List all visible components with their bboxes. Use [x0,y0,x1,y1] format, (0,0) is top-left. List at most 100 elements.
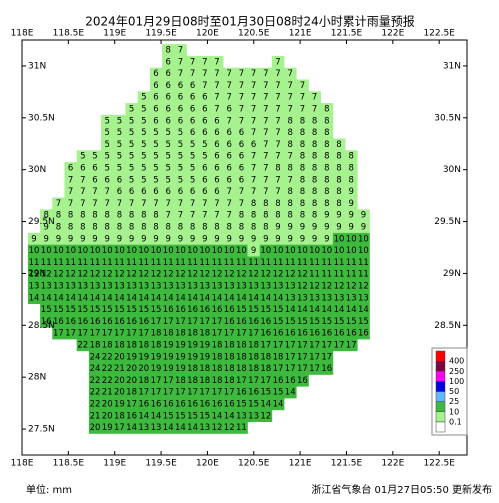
y-tick-label: 29.5N [434,217,461,227]
cell-value: 5 [104,140,109,150]
cell [198,150,212,163]
cell-value: 17 [77,329,88,339]
cell-value: 7 [263,93,268,103]
cell [247,79,260,92]
cell-value: 8 [202,223,207,233]
cell-value: 5 [153,128,158,138]
cell [345,244,358,257]
cell [88,315,102,328]
cell-value: 8 [300,199,305,209]
cell [223,209,236,222]
cell-value: 12 [297,270,308,280]
cell-value: 19 [199,341,210,351]
cell-value: 13 [126,282,137,292]
cell-value: 7 [141,199,146,209]
cell [320,126,334,139]
cell [149,327,163,340]
cell [149,386,163,399]
cell [137,268,151,281]
cell-value: 9 [361,223,366,233]
cell-value: 9 [336,223,341,233]
cell [284,138,297,151]
cell-value: 8 [324,164,329,174]
cell [149,303,163,316]
cell-value: 17 [187,317,198,327]
cell-value: 8 [56,211,61,221]
cell-value: 13 [248,282,259,292]
cell [101,398,114,411]
cell-value: 16 [309,329,320,339]
cell [101,150,114,163]
cell-value: 13 [248,411,259,421]
cell-value: 8 [324,128,329,138]
cell-value: 13 [151,423,162,433]
cell-value: 10 [29,246,40,256]
cell [247,91,260,104]
cell-value: 11 [77,258,88,268]
cell [186,209,199,222]
cell-value: 5 [141,140,146,150]
x-tick-label: 122.5E [423,29,455,39]
cell [101,244,114,257]
cell-value: 9 [361,211,366,221]
cell-value: 19 [175,364,186,374]
cell-value: 7 [239,105,244,115]
cell [198,162,212,175]
cell-value: 11 [29,258,40,268]
cell [137,138,151,151]
cell-value: 7 [275,152,280,162]
cell [308,256,321,269]
cell [357,315,370,328]
cell-value: 7 [251,152,256,162]
cell [186,291,199,304]
cell-value: 8 [300,128,305,138]
cell-value: 12 [212,270,223,280]
cell-value: 14 [199,293,210,303]
cell [88,150,102,163]
cell-value: 8 [214,223,219,233]
cell-value: 11 [187,258,198,268]
cell-value: 10 [224,246,235,256]
cell [210,221,224,234]
cell [223,339,236,352]
cell-value: 6 [202,116,207,126]
cell-value: 6 [153,69,158,79]
cell [259,138,273,151]
cell-value: 6 [92,175,97,185]
cell [27,256,41,269]
cell [149,350,163,363]
cell [284,291,297,304]
cell-value: 7 [178,57,183,67]
cell [149,185,163,198]
cell [284,209,297,222]
cell-value: 14 [163,293,174,303]
cell-value: 5 [129,175,134,185]
cell [137,291,151,304]
cell-value: 10 [346,234,357,244]
cell [64,268,77,281]
cell-value: 16 [187,305,198,315]
cell-value: 18 [224,376,235,386]
legend-swatch [435,381,446,392]
cell [198,67,212,80]
cell-value: 12 [199,270,210,280]
cell [101,221,114,234]
cell [210,409,224,422]
cell-value: 15 [151,305,162,315]
cell [149,209,163,222]
cell [235,303,248,316]
cell [296,173,309,186]
cell [186,138,199,151]
cell [125,339,138,352]
cell-value: 9 [104,234,109,244]
cell-value: 6 [165,57,170,67]
cell [76,291,90,304]
cell-value: 13 [175,282,186,292]
cell [332,209,346,222]
cell [186,350,199,363]
cell-value: 14 [224,411,235,421]
cell-value: 7 [287,81,292,91]
cell [296,303,309,316]
cell-value: 17 [151,376,162,386]
cell [125,150,138,163]
